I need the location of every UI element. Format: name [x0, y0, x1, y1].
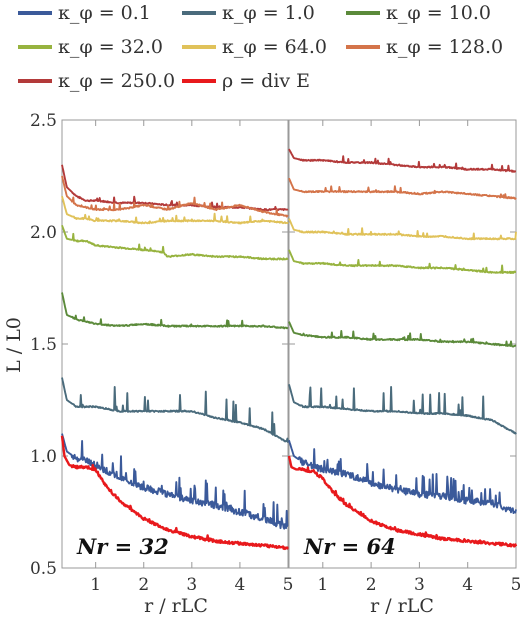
x-tick-label: 1: [317, 575, 328, 595]
legend-entry: κ_φ = 32.0: [18, 36, 163, 58]
panel-frame: [61, 119, 289, 569]
legend: κ_φ = 0.1 κ_φ = 1.0 κ_φ = 10.0 κ_φ = 32.0 κ_…: [18, 2, 503, 92]
legend-entry: κ_φ = 128.0: [346, 36, 503, 58]
panels: 1 2 3 4 5 0.5 1.0 1.5 2.0 2.5 Nr = 32 1 2 3 4 5 Nr = 64: [30, 111, 520, 595]
legend-label: κ_φ = 64.0: [222, 36, 327, 58]
legend-entry: ρ = div E: [182, 70, 310, 92]
x-axis-label-right: r / rLC: [370, 595, 434, 617]
x-tick-label: 1: [90, 575, 101, 595]
series-line-k32: [61, 224, 289, 261]
x-axis-label-left: r / rLC: [144, 595, 208, 617]
y-tick-label: 2.0: [30, 223, 57, 243]
legend-entry: κ_φ = 64.0: [182, 36, 327, 58]
x-tick-label: 5: [511, 575, 520, 595]
legend-label: κ_φ = 128.0: [386, 36, 503, 58]
panel-label: Nr = 32: [76, 534, 169, 559]
x-tick-label: 2: [366, 575, 377, 595]
x-tick-label: 3: [414, 575, 425, 595]
series-line-k128: [61, 175, 289, 218]
legend-label: ρ = div E: [222, 70, 310, 92]
series-line-k250: [61, 164, 289, 212]
series-line-k64: [288, 218, 517, 241]
series-line-k128: [288, 177, 517, 200]
legend-entry: κ_φ = 0.1: [18, 2, 151, 24]
series-line-k01: [61, 433, 289, 530]
x-tick-label: 4: [235, 575, 246, 595]
series-line-k250: [288, 148, 517, 173]
panel: 1 2 3 4 5 Nr = 64: [287, 119, 520, 595]
series-line-rho: [287, 455, 518, 548]
y-tick-label: 2.5: [30, 111, 57, 131]
legend-label: κ_φ = 32.0: [58, 36, 163, 58]
series-line-k1: [288, 384, 517, 435]
y-tick-label: 1.5: [30, 335, 57, 355]
legend-label: κ_φ = 1.0: [222, 2, 315, 24]
series-line-k10: [61, 292, 289, 330]
series-line-k1: [61, 377, 289, 443]
legend-label: κ_φ = 0.1: [58, 2, 151, 24]
y-tick-label: 1.0: [30, 447, 57, 467]
x-tick-label: 4: [462, 575, 473, 595]
x-tick-label: 3: [186, 575, 197, 595]
x-tick-label: 2: [138, 575, 149, 595]
series-line-k10: [288, 321, 517, 348]
series-line-k01: [288, 440, 517, 515]
x-tick-label: 5: [283, 575, 294, 595]
y-tick-label: 0.5: [30, 559, 57, 579]
legend-label: κ_φ = 10.0: [386, 2, 491, 24]
legend-entry: κ_φ = 1.0: [182, 2, 315, 24]
series-line-k32: [288, 249, 517, 274]
y-axis-label: L / L0: [3, 317, 25, 373]
legend-label: κ_φ = 250.0: [58, 70, 175, 92]
panel: 1 2 3 4 5 0.5 1.0 1.5 2.0 2.5 Nr = 32: [30, 111, 293, 595]
series-line-rho: [60, 435, 290, 551]
legend-entry: κ_φ = 10.0: [346, 2, 491, 24]
legend-entry: κ_φ = 250.0: [18, 70, 175, 92]
panel-label: Nr = 64: [303, 534, 396, 559]
series-line-k64: [61, 195, 289, 225]
